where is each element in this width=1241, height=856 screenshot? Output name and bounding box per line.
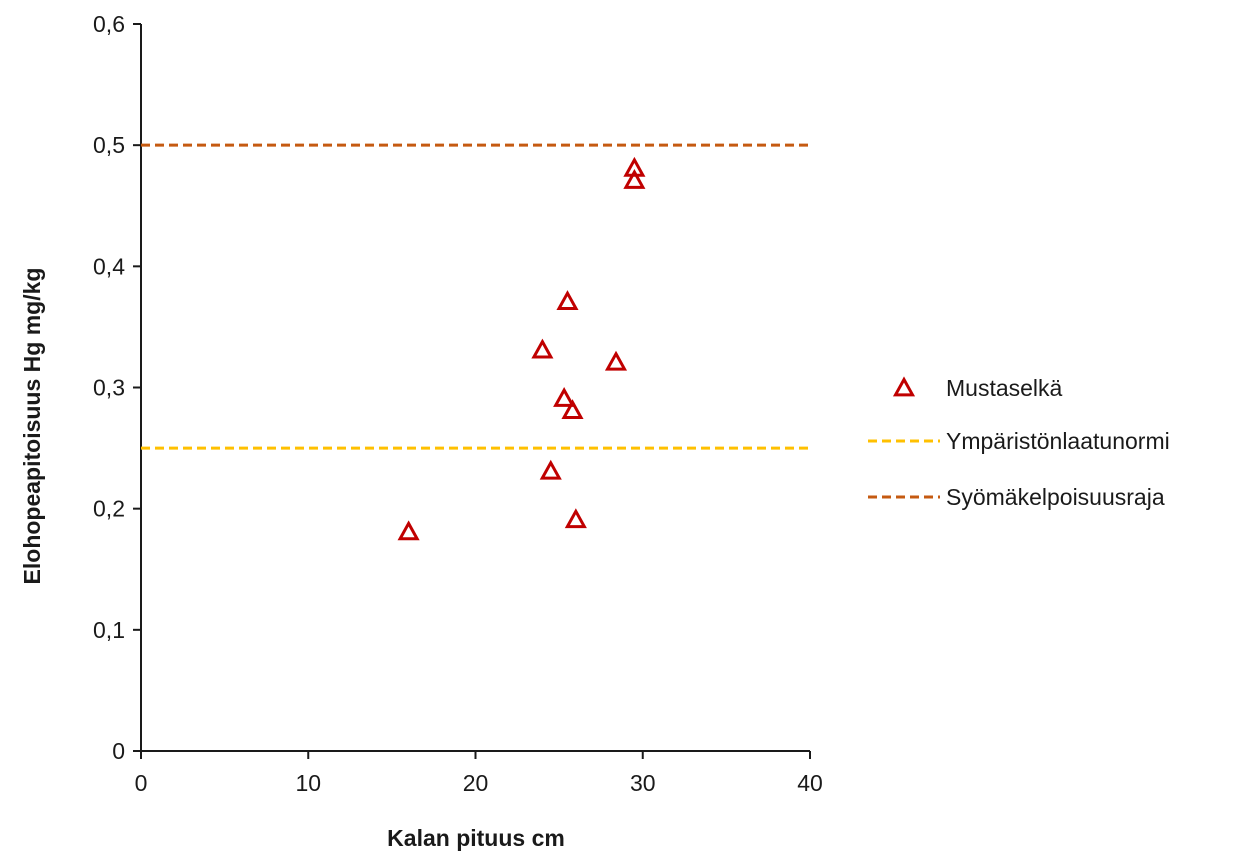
y-tick-label: 0,6 — [93, 11, 125, 37]
data-point — [623, 168, 646, 189]
legend-item-ref-1: Syömäkelpoisuusraja — [868, 484, 1165, 510]
legend-item-series: Mustaselkä — [892, 375, 1063, 401]
x-axis-title: Kalan pituus cm — [387, 825, 565, 851]
legend-label-ref-0: Ympäristönlaatunormi — [946, 428, 1170, 454]
data-point — [539, 459, 562, 480]
y-tick-label: 0,4 — [93, 253, 125, 279]
legend: Mustaselkä Ympäristönlaatunormi Syömäkel… — [868, 375, 1170, 510]
y-tick-label: 0,5 — [93, 132, 125, 158]
axes: 0 0,1 0,2 0,3 0,4 0,5 0,6 0 10 20 30 40 — [93, 11, 823, 796]
legend-label-ref-1: Syömäkelpoisuusraja — [946, 484, 1165, 510]
y-tick-label: 0,3 — [93, 375, 125, 401]
data-point — [397, 520, 420, 541]
data-point — [623, 156, 646, 177]
data-point — [553, 387, 576, 407]
legend-label-series: Mustaselkä — [946, 375, 1063, 401]
data-point — [561, 399, 584, 420]
y-ticks: 0 0,1 0,2 0,3 0,4 0,5 0,6 — [93, 11, 141, 764]
legend-item-ref-0: Ympäristönlaatunormi — [868, 428, 1170, 454]
x-ticks: 0 10 20 30 40 — [135, 751, 823, 796]
y-tick-label: 0,1 — [93, 617, 125, 643]
data-point — [604, 350, 628, 371]
triangle-marker-icon — [892, 376, 916, 397]
x-tick-label: 0 — [135, 770, 148, 796]
x-tick-label: 20 — [463, 770, 489, 796]
x-tick-label: 10 — [295, 770, 321, 796]
data-point — [564, 508, 587, 529]
data-point — [556, 290, 579, 310]
x-tick-label: 30 — [630, 770, 656, 796]
x-tick-label: 40 — [797, 770, 823, 796]
data-points — [397, 156, 646, 541]
y-tick-label: 0,2 — [93, 496, 125, 522]
data-point — [531, 338, 554, 359]
reference-lines — [141, 143, 810, 450]
y-axis-title: Elohopeapitoisuus Hg mg/kg — [19, 268, 45, 585]
y-tick-label: 0 — [112, 738, 125, 764]
